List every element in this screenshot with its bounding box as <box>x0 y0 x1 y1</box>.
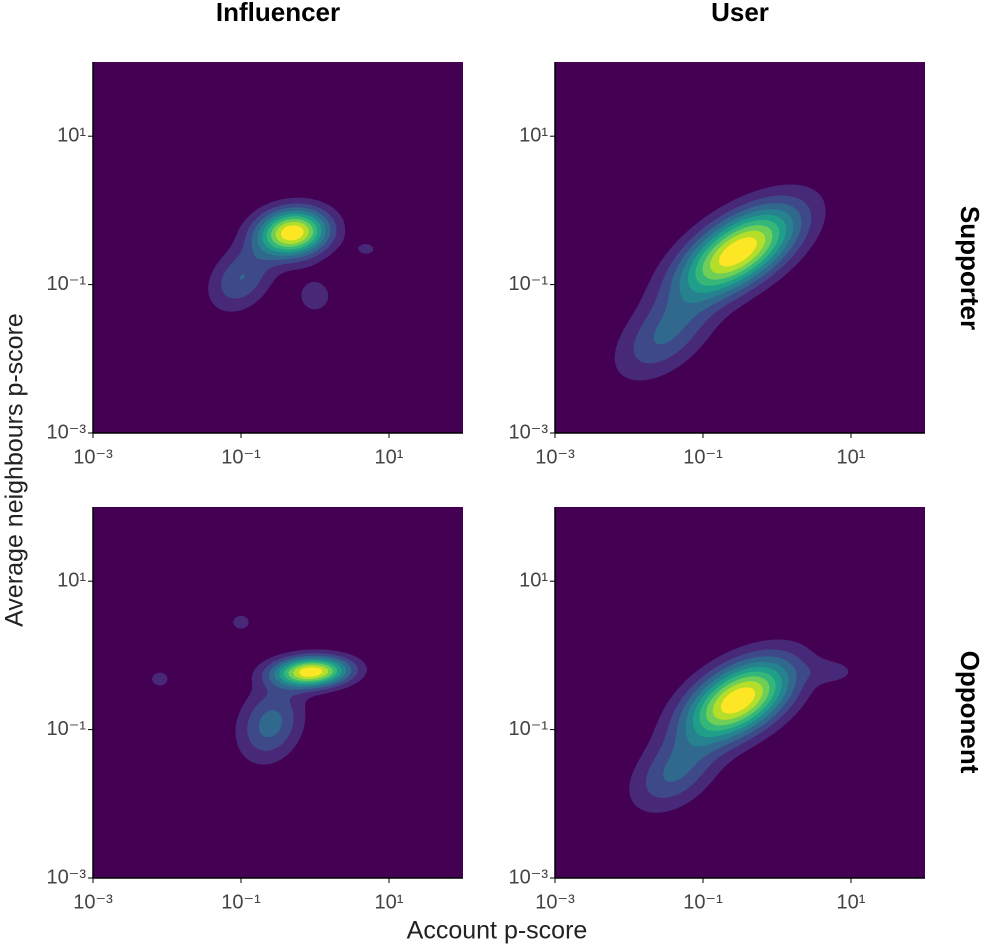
y-tick-label: 10⁻¹ <box>509 718 549 740</box>
y-tick-label: 10¹ <box>519 569 548 591</box>
x-tick-label: 10⁻¹ <box>683 446 723 468</box>
x-tick-label: 10⁻¹ <box>683 891 723 913</box>
density-contour <box>718 237 757 267</box>
column-title: User <box>711 0 769 27</box>
density-contour <box>152 615 368 765</box>
y-axis-label: Average neighbours p-score <box>1 313 29 627</box>
density-contour <box>280 225 304 241</box>
x-tick-label: 10⁻¹ <box>221 891 261 913</box>
x-tick-label: 10¹ <box>375 446 404 468</box>
y-tick-label: 10⁻³ <box>509 866 549 888</box>
x-tick-label: 10⁻¹ <box>221 446 261 468</box>
row-title: Supporter <box>955 206 985 330</box>
row-title: Opponent <box>955 651 985 774</box>
y-tick-label: 10¹ <box>57 569 86 591</box>
x-tick-label: 10⁻³ <box>73 446 113 468</box>
panel: 10⁻³ 10⁻¹ 10¹ 10⁻³ 10⁻¹ 10¹ <box>509 62 925 468</box>
panel: 10⁻³ 10⁻¹ 10¹ 10⁻³ 10⁻¹ 10¹ <box>47 62 463 468</box>
x-tick-label: 10⁻³ <box>73 891 113 913</box>
y-tick-label: 10¹ <box>519 124 548 146</box>
panel: 10⁻³ 10⁻¹ 10¹ 10⁻³ 10⁻¹ 10¹ <box>509 507 925 913</box>
y-tick-label: 10⁻¹ <box>47 273 87 295</box>
x-tick-label: 10¹ <box>837 891 866 913</box>
density-contour <box>298 667 323 677</box>
y-tick-label: 10⁻¹ <box>509 273 549 295</box>
x-tick-label: 10¹ <box>375 891 404 913</box>
x-tick-label: 10⁻³ <box>535 891 575 913</box>
density-contour <box>720 687 756 714</box>
x-tick-label: 10⁻³ <box>535 446 575 468</box>
y-tick-label: 10⁻³ <box>47 421 87 443</box>
panel: 10⁻³ 10⁻¹ 10¹ 10⁻³ 10⁻¹ 10¹ <box>47 507 463 913</box>
y-tick-label: 10⁻³ <box>509 421 549 443</box>
y-tick-label: 10¹ <box>57 124 86 146</box>
x-axis-label: Account p-score <box>407 917 588 945</box>
x-tick-label: 10¹ <box>837 446 866 468</box>
y-tick-label: 10⁻³ <box>47 866 87 888</box>
column-title: Influencer <box>216 0 340 27</box>
y-tick-label: 10⁻¹ <box>47 718 87 740</box>
